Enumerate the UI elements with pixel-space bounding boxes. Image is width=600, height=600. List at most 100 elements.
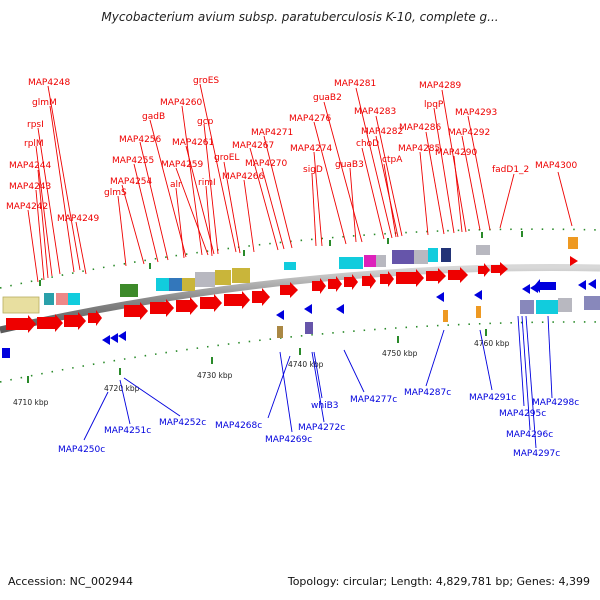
major-ticks xyxy=(27,231,523,383)
feature-block xyxy=(169,278,182,291)
gene-arrow xyxy=(522,283,538,294)
gene-label: MAP4298c xyxy=(532,398,579,408)
gene-label: MAP4266 xyxy=(222,172,265,182)
gene-label: MAP4293 xyxy=(455,108,497,118)
gene-label: MAP4248 xyxy=(28,78,71,88)
forward-strand xyxy=(6,256,578,333)
gene-label: rimI xyxy=(198,178,216,188)
scale-label: 4740 kbp xyxy=(288,360,324,369)
gene-arrow xyxy=(124,302,148,320)
inner-feature-row xyxy=(277,296,600,338)
gene-label: MAP4292 xyxy=(448,128,490,138)
scale-label: 4710 kbp xyxy=(13,398,49,407)
gene-label: MAP4272c xyxy=(298,423,345,433)
feature-block xyxy=(182,278,195,291)
gene-arrow xyxy=(280,282,298,298)
gene-label: MAP4296c xyxy=(506,430,553,440)
gene-arrow xyxy=(436,292,444,302)
gene-label: MAP4251c xyxy=(104,426,151,436)
gene-arrow xyxy=(150,299,174,317)
gene-label: MAP4300 xyxy=(535,161,578,171)
gene-label: guaB3 xyxy=(335,160,364,170)
feature-block xyxy=(414,250,428,264)
gene-label: MAP4268c xyxy=(215,421,262,431)
map-title: Mycobacterium avium subsp. paratuberculo… xyxy=(101,10,499,24)
scale-label: 4760 kbp xyxy=(474,339,510,348)
gene-arrow xyxy=(304,304,312,314)
accession-label: Accession: NC_002944 xyxy=(8,575,134,588)
gene-label: rpsI xyxy=(27,120,44,130)
gene-label: MAP4260 xyxy=(160,98,203,108)
feature-block xyxy=(56,293,68,305)
gene-label: rplM xyxy=(24,139,44,149)
gene-arrow xyxy=(200,294,222,312)
feature-block xyxy=(584,296,600,310)
genome-summary: Topology: circular; Length: 4,829,781 bp… xyxy=(287,575,590,588)
feature-block xyxy=(284,262,296,270)
forward-gene-labels: MAP4248 glmM rpsI rplM MAP4244 MAP4243 M… xyxy=(6,76,578,224)
feature-block xyxy=(305,322,313,334)
feature-block xyxy=(232,268,250,283)
feature-block xyxy=(392,250,414,264)
gene-label: MAP4291c xyxy=(469,393,516,403)
gene-label: choD xyxy=(356,139,379,149)
gene-arrow xyxy=(474,290,482,300)
gene-arrow xyxy=(64,312,86,330)
feature-block xyxy=(277,326,283,338)
gene-arrow xyxy=(252,288,270,306)
gene-label: ctpA xyxy=(382,155,403,165)
gene-arrow xyxy=(276,310,284,320)
gene-arrow xyxy=(362,273,376,289)
feature-block xyxy=(68,293,80,305)
gene-label: MAP4252c xyxy=(159,418,206,428)
forward-leader-lines xyxy=(27,83,573,283)
gene-label: MAP4283 xyxy=(354,107,396,117)
feature-block xyxy=(120,284,138,297)
feature-block xyxy=(2,296,40,314)
gene-label: lpqP xyxy=(424,100,444,110)
gene-arrow xyxy=(2,348,10,358)
gene-label: MAP4271 xyxy=(251,128,293,138)
feature-block xyxy=(44,293,54,305)
gene-arrow xyxy=(578,279,596,290)
gene-arrow xyxy=(224,291,250,309)
gene-label: MAP4290 xyxy=(435,148,478,158)
gene-arrow xyxy=(570,256,578,266)
gene-label: MAP4250c xyxy=(58,445,105,455)
gene-arrow xyxy=(534,279,556,293)
gene-label: MAP4259 xyxy=(161,160,204,170)
gene-arrow xyxy=(88,310,102,326)
gene-label: glmM xyxy=(32,98,57,108)
reverse-strand xyxy=(2,279,596,358)
gene-label: MAP4254 xyxy=(110,177,153,187)
gene-label: MAP4243 xyxy=(9,182,51,192)
outer-feature-row xyxy=(2,237,578,314)
gene-label: gcp xyxy=(197,117,214,127)
gene-label: MAP4289 xyxy=(419,81,462,91)
feature-block xyxy=(195,272,215,287)
gene-arrow xyxy=(396,269,424,287)
scale-label: 4730 kbp xyxy=(197,371,233,380)
gene-arrow xyxy=(176,297,198,315)
gene-label: guaB2 xyxy=(313,93,342,103)
gene-label: MAP4249 xyxy=(57,214,100,224)
feature-block xyxy=(156,278,169,291)
gene-label: MAP4274 xyxy=(290,144,333,154)
feature-block xyxy=(536,300,558,314)
gene-label: MAP4282 xyxy=(361,127,403,137)
feature-block xyxy=(215,270,231,285)
feature-block xyxy=(364,255,376,267)
gene-label: gadB xyxy=(142,112,165,122)
feature-block xyxy=(476,245,490,255)
gene-label: MAP4270 xyxy=(245,159,288,169)
gene-label: fadD1_2 xyxy=(492,165,529,175)
gene-arrow xyxy=(344,274,358,290)
gene-arrow xyxy=(380,271,394,287)
gene-arrow xyxy=(478,263,490,277)
gene-label: MAP4269c xyxy=(265,435,312,445)
gene-label: MAP4295c xyxy=(499,409,546,419)
feature-block xyxy=(376,255,386,267)
gene-label: MAP4244 xyxy=(9,161,52,171)
gene-label: MAP4261 xyxy=(172,138,214,148)
